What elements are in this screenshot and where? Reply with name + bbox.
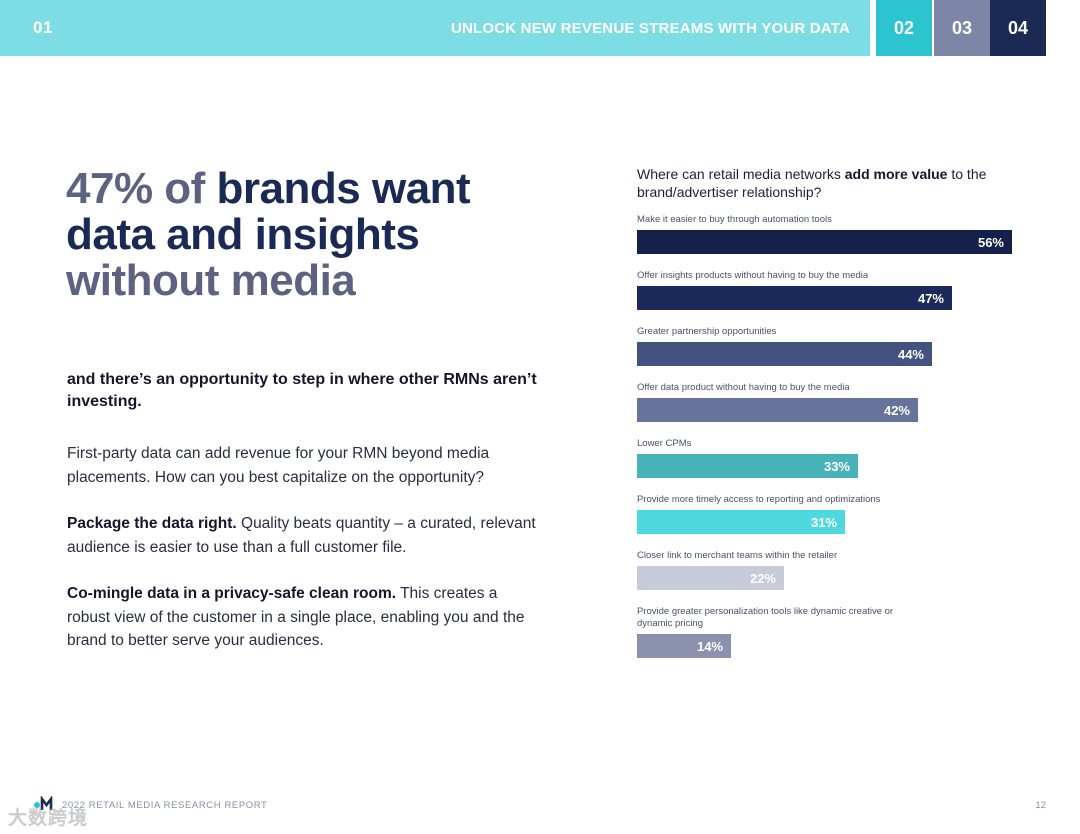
- chart-title: Where can retail media networks add more…: [637, 165, 1017, 201]
- top-navigation: 01 UNLOCK NEW REVENUE STREAMS WITH YOUR …: [0, 0, 1048, 56]
- intro-paragraph: First-party data can add revenue for you…: [67, 445, 490, 486]
- bar-value-label: 56%: [977, 234, 1004, 250]
- bar: 44%: [637, 342, 932, 366]
- bar-value-label: 47%: [917, 290, 944, 306]
- tip-clean-room-title: Co-mingle data in a privacy-safe clean r…: [67, 585, 397, 602]
- bar-category-label: Lower CPMs: [637, 438, 692, 449]
- footer-report-title: 2022 RETAIL MEDIA RESEARCH REPORT: [62, 800, 268, 811]
- bar-value-label: 33%: [823, 458, 850, 474]
- bar-value-label: 31%: [810, 514, 837, 530]
- watermark: 大数跨境: [8, 808, 89, 829]
- bar-row: Greater partnership opportunities 44%: [637, 326, 1037, 366]
- headline-stat: 47% of: [66, 164, 205, 213]
- bar: 31%: [637, 510, 845, 534]
- subheading: and there’s an opportunity to step in wh…: [67, 371, 537, 410]
- bar: 14%: [637, 634, 731, 658]
- chart-title-pre: Where can retail media networks: [637, 166, 845, 182]
- bar: 56%: [637, 230, 1012, 254]
- bar-category-label: Greater partnership opportunities: [637, 326, 777, 337]
- headline-main: brands want data and insights: [66, 164, 471, 259]
- bar-category-label: Provide more timely access to reporting …: [637, 494, 881, 505]
- bar-row: Provide greater personalization tools li…: [637, 606, 1037, 658]
- bar: 47%: [637, 286, 952, 310]
- bar-row: Make it easier to buy through automation…: [637, 214, 1037, 254]
- bar-row: Offer insights products without having t…: [637, 270, 1037, 310]
- bar-value-label: 44%: [897, 346, 924, 362]
- bar: 42%: [637, 398, 918, 422]
- section-title: UNLOCK NEW REVENUE STREAMS WITH YOUR DAT…: [450, 20, 850, 37]
- page-headline: 47% of brands want data and insights wit…: [66, 166, 526, 304]
- tab-section-03[interactable]: 03: [934, 0, 990, 56]
- tip-package-title: Package the data right.: [67, 515, 237, 532]
- section-number[interactable]: 01: [33, 18, 53, 37]
- tab-section-02[interactable]: 02: [876, 0, 932, 56]
- bar-value-label: 42%: [883, 402, 910, 418]
- bar-category-label: Make it easier to buy through automation…: [637, 214, 832, 225]
- bar-row: Provide more timely access to reporting …: [637, 494, 1037, 534]
- headline-tail: without media: [66, 256, 356, 305]
- tip-clean-room-text: This creates a robust view of the custom…: [67, 585, 525, 649]
- tip-package-text: Quality beats quantity – a curated, rele…: [67, 515, 536, 556]
- bar: 22%: [637, 566, 784, 590]
- brand-logo-icon: [34, 796, 53, 810]
- bar-category-label: Offer insights products without having t…: [637, 270, 869, 281]
- bar-category-label: Provide greater personalization tools li…: [637, 606, 894, 629]
- bar: 33%: [637, 454, 858, 478]
- page-number: 12: [1035, 800, 1046, 811]
- bar-row: Closer link to merchant teams within the…: [637, 550, 1037, 590]
- chart-title-post: to the brand/advertiser relationship?: [637, 166, 987, 200]
- tip-clean-room: Co-mingle data in a privacy-safe clean r…: [67, 582, 537, 653]
- tab-section-04[interactable]: 04: [990, 0, 1046, 56]
- section-band: 01 UNLOCK NEW REVENUE STREAMS WITH YOUR …: [0, 0, 870, 56]
- bar-category-label: Offer data product without having to buy…: [637, 382, 850, 393]
- bar-value-label: 22%: [749, 570, 776, 586]
- bar-row: Lower CPMs 33%: [637, 438, 1037, 478]
- bar-value-label: 14%: [696, 638, 723, 654]
- bar-row: Offer data product without having to buy…: [637, 382, 1037, 422]
- bar-category-label: Closer link to merchant teams within the…: [637, 550, 838, 561]
- tip-package-data: Package the data right. Quality beats qu…: [67, 512, 537, 559]
- chart-title-bold: add more value: [844, 166, 948, 182]
